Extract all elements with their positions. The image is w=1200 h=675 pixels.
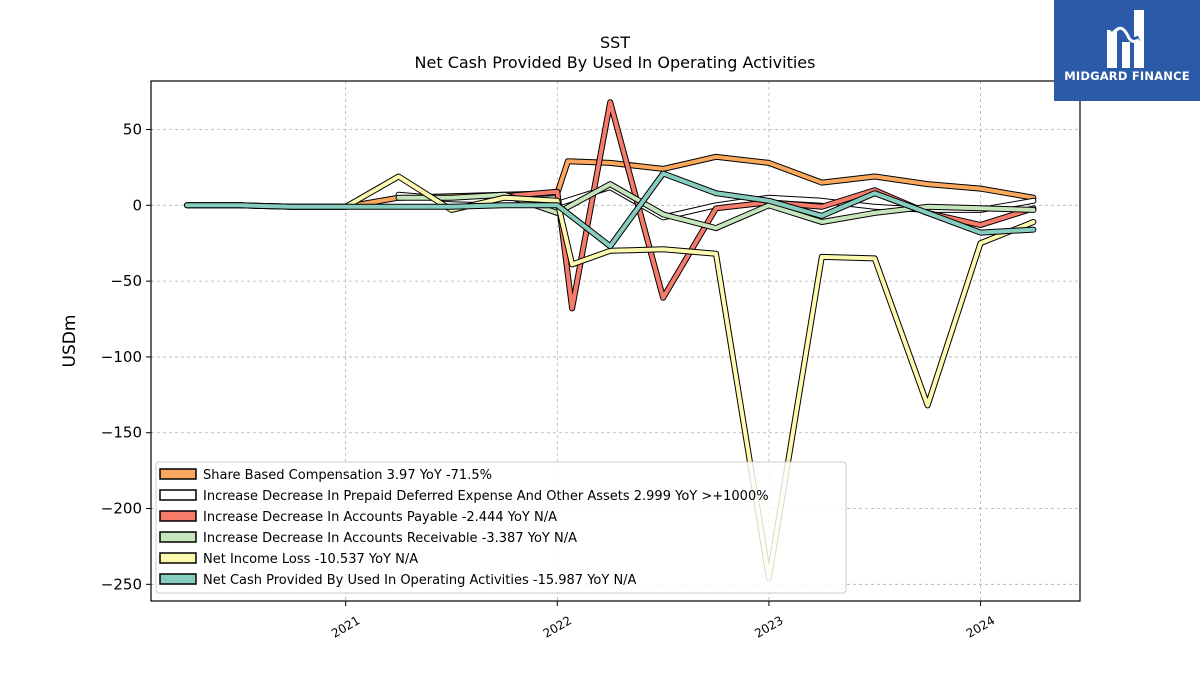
logo-mark-icon bbox=[1107, 10, 1144, 68]
y-tick-label: 50 bbox=[123, 121, 142, 139]
chart-title: SST bbox=[600, 33, 630, 52]
axes: 50 0 −50 −100 −150 −200 −250 2021 2022 2023 2024 bbox=[101, 80, 1081, 641]
brand-logo: MIDGARD FINANCE bbox=[1054, 0, 1200, 101]
y-axis-label: USDm bbox=[60, 315, 80, 368]
legend-label: Net Cash Provided By Used In Operating A… bbox=[203, 573, 637, 588]
plot-frame bbox=[150, 80, 1081, 602]
series-line-5 bbox=[185, 171, 1036, 249]
legend-swatch bbox=[159, 510, 197, 522]
series-lines bbox=[184, 99, 1037, 582]
x-tick-label: 2021 bbox=[329, 613, 362, 640]
legend-label: Share Based Compensation 3.97 YoY -71.5% bbox=[203, 468, 492, 483]
logo-text: MIDGARD FINANCE bbox=[1064, 69, 1190, 83]
legend: Share Based Compensation 3.97 YoY -71.5%… bbox=[155, 461, 847, 594]
y-tick-label: −200 bbox=[101, 500, 142, 518]
x-tick-label: 2024 bbox=[964, 613, 997, 640]
legend-swatch bbox=[159, 531, 197, 543]
y-tick-label: 0 bbox=[132, 196, 142, 214]
legend-label: Increase Decrease In Prepaid Deferred Ex… bbox=[203, 489, 769, 504]
legend-swatch bbox=[159, 468, 197, 480]
y-tick-label: −100 bbox=[101, 348, 142, 366]
x-tick-label: 2022 bbox=[541, 613, 574, 640]
legend-swatch bbox=[159, 552, 197, 564]
legend-box bbox=[155, 461, 847, 594]
legend-label: Net Income Loss -10.537 YoY N/A bbox=[203, 552, 418, 567]
y-tick-label: −50 bbox=[110, 272, 142, 290]
legend-label: Increase Decrease In Accounts Payable -2… bbox=[203, 510, 557, 525]
legend-swatch bbox=[159, 573, 197, 585]
chart-subtitle: Net Cash Provided By Used In Operating A… bbox=[415, 53, 816, 72]
y-tick-label: −150 bbox=[101, 424, 142, 442]
legend-label: Increase Decrease In Accounts Receivable… bbox=[203, 531, 577, 546]
legend-swatch bbox=[159, 489, 197, 501]
x-tick-label: 2023 bbox=[752, 613, 785, 640]
y-tick-label: −250 bbox=[101, 575, 142, 593]
